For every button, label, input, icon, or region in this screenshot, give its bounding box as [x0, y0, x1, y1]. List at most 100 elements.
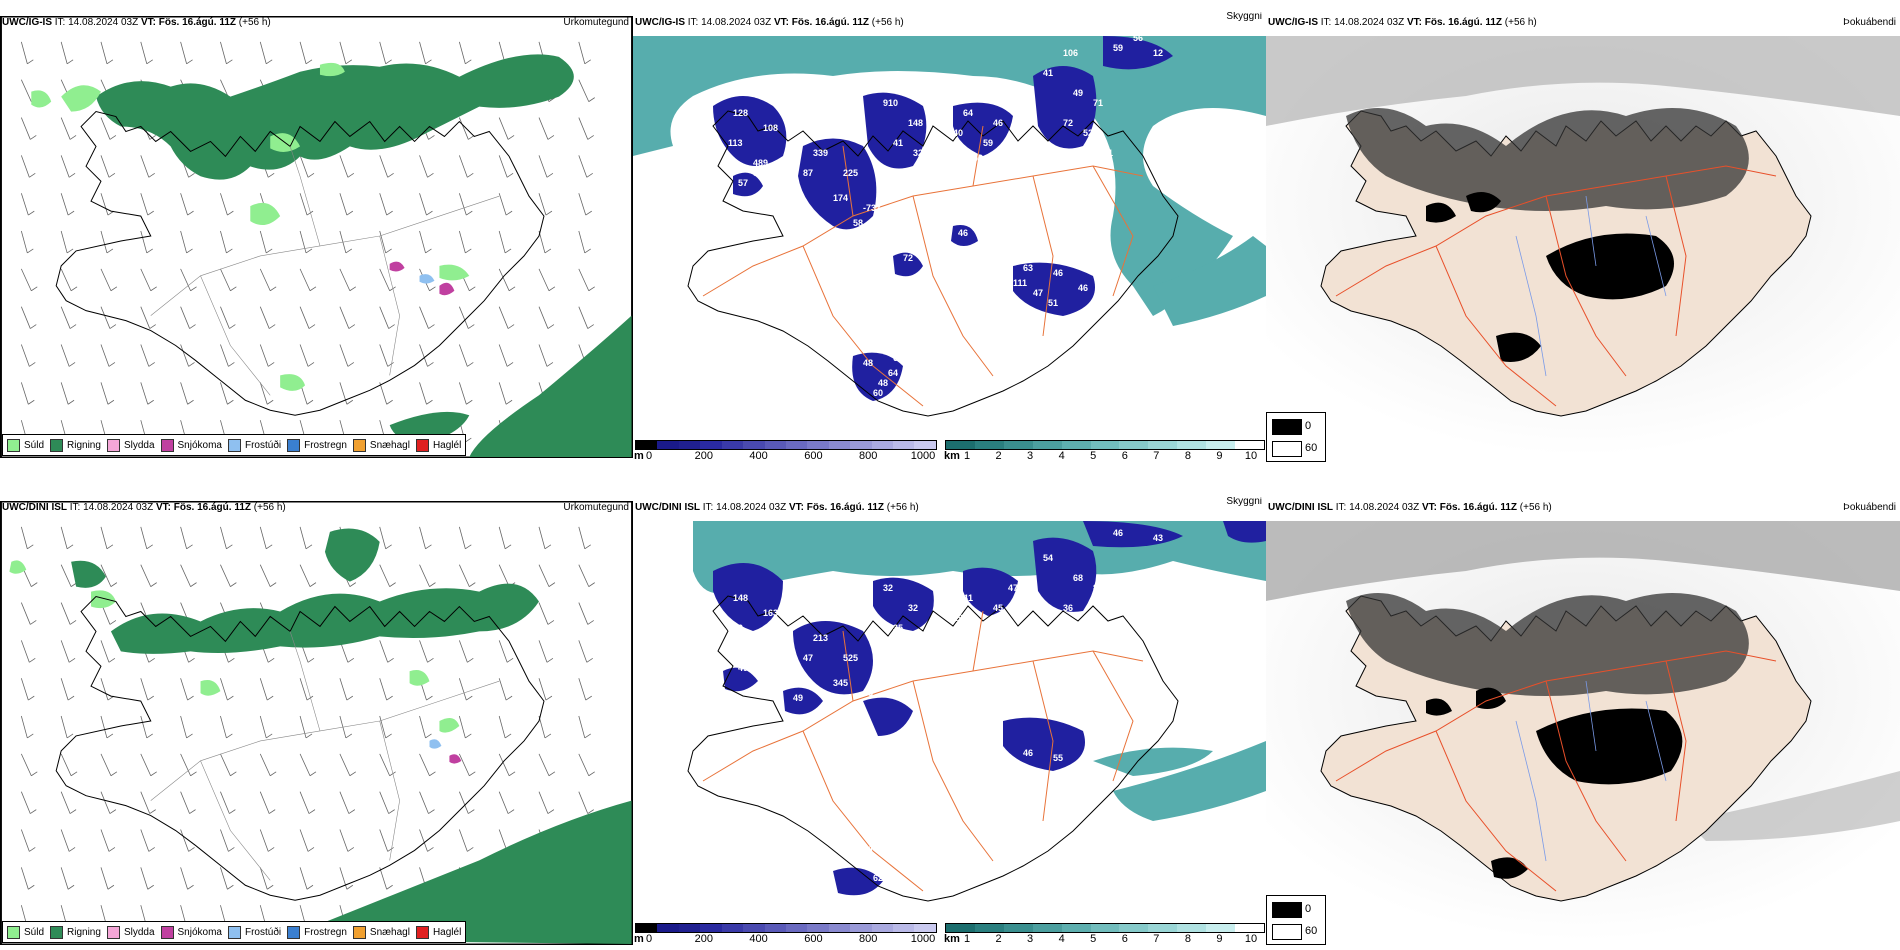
colorbar-ticks: 0 200 400 600 800 1000	[635, 933, 935, 947]
roads	[150, 631, 500, 881]
wind-barb	[578, 79, 595, 102]
wind-barb	[419, 344, 434, 367]
wind-barb	[578, 791, 594, 814]
cloud-base-label: 64	[888, 368, 898, 378]
colorbar-cell	[1177, 441, 1207, 449]
wind-barb	[100, 526, 114, 550]
cloud-base-label: 41	[1103, 148, 1113, 158]
wind-barb	[578, 155, 593, 178]
panel-title: Skyggni	[1226, 497, 1262, 507]
wind-barb	[60, 193, 75, 216]
cloud-base-label: 59	[983, 138, 993, 148]
wind-barb	[339, 344, 355, 367]
wind-barb	[578, 230, 591, 254]
colorbar-ticks: 0 200 400 600 800 1000	[635, 450, 935, 464]
wind-barb	[180, 344, 195, 367]
wind-barb	[379, 564, 396, 587]
colorbar-tick-label: 10	[1244, 933, 1258, 945]
wind-barb	[299, 829, 315, 852]
colorbar-tick-label: 9	[1216, 933, 1223, 945]
iceland-outline	[55, 596, 545, 901]
wind-barb	[578, 715, 591, 739]
wind-barb	[100, 564, 118, 587]
wind-barb	[498, 382, 513, 405]
low-visibility-sea	[633, 36, 1266, 326]
wind-barb	[60, 117, 77, 140]
colorbar-tick-label: 0	[645, 450, 653, 462]
fog-shading	[1346, 593, 1749, 696]
wind-barb	[60, 715, 74, 739]
roads	[1335, 650, 1777, 892]
colorbar-cell	[636, 924, 658, 932]
wind-barb	[20, 155, 36, 178]
wind-barb	[220, 193, 234, 216]
wind-barb	[458, 829, 474, 852]
wind-barb	[20, 791, 37, 814]
legend-item: Snæhagl	[352, 925, 410, 939]
wind-barb	[259, 564, 277, 587]
wind-barb	[339, 753, 357, 777]
wind-barb	[20, 344, 36, 367]
fog-legend: 0 60	[1266, 895, 1326, 947]
panel-header: UWC/IG-IS IT: 14.08.2024 03Z VT: Fös. 16…	[1266, 12, 1900, 34]
wind-barb	[498, 268, 516, 292]
colorbar-cell	[1090, 441, 1120, 449]
wind-barb	[180, 678, 194, 701]
colorbar-tick-label: 800	[859, 450, 878, 462]
wind-barb	[419, 829, 434, 852]
wind-barb	[538, 268, 556, 292]
fog-legend-label: 0	[1305, 420, 1312, 432]
legend-label: Súld	[24, 439, 45, 451]
cloud-base-label: 113	[728, 138, 743, 148]
cloud-base-label: 53	[933, 573, 943, 583]
wind-barb	[259, 230, 273, 254]
wind-barb	[379, 829, 394, 852]
fog-legend-swatch	[1272, 441, 1302, 457]
wind-barb	[100, 306, 117, 329]
cloud-base-label: 118	[933, 258, 948, 268]
colorbar-cell	[1061, 924, 1091, 932]
cloud-base-label: 86	[1103, 633, 1113, 643]
colorbar-cell	[721, 924, 744, 932]
legend-item: Frostúði	[227, 925, 281, 939]
cloud-base-label: 339	[813, 148, 828, 158]
wind-barb	[419, 753, 436, 777]
wind-barb	[100, 117, 117, 140]
wind-barb	[220, 41, 233, 65]
cloud-base-label: 87	[803, 168, 813, 178]
wind-barb	[20, 41, 34, 65]
legend-label: Frostúði	[244, 439, 282, 451]
colorbar-cell	[946, 441, 975, 449]
colorbar-cell	[1148, 441, 1178, 449]
wind-barb	[220, 753, 237, 777]
wind-barb	[180, 715, 193, 739]
legend-label: Slydda	[123, 926, 155, 938]
cloud-base-label: 32	[913, 148, 923, 158]
cloud-base-label: 47	[803, 653, 813, 663]
cloud-base-label: 61	[888, 853, 898, 863]
legend-swatch	[415, 925, 429, 939]
wind-barb	[259, 753, 277, 777]
legend-swatch	[415, 438, 429, 452]
model-name: UWC/IG-IS	[2, 17, 52, 28]
fog-legend-frame: 0 60	[1266, 895, 1326, 945]
visibility-panel-top: UWC/IG-IS IT: 14.08.2024 03Z VT: Fös. 16…	[633, 12, 1266, 464]
wind-barb	[299, 867, 314, 890]
colorbar-cell	[785, 441, 808, 449]
wind-barb	[140, 564, 157, 587]
wind-barb	[180, 791, 196, 814]
wind-barb	[100, 791, 117, 814]
colorbar-cell	[764, 924, 786, 932]
colorbar-cells	[635, 440, 937, 450]
legend-item: Frostúði	[227, 438, 282, 452]
wind-barb	[180, 230, 193, 254]
fog-legend-label: 60	[1305, 442, 1318, 454]
drizzle-areas	[9, 560, 460, 733]
wind-barb	[538, 791, 555, 814]
panel-header: UWC/DINI ISL IT: 14.08.2024 03Z VT: Fös.…	[633, 497, 1266, 519]
wind-barb	[20, 640, 36, 663]
wind-barb	[538, 230, 552, 254]
colorbar-unit: km	[944, 933, 960, 945]
wind-barb	[220, 678, 234, 701]
legend-item: Haglél	[415, 438, 461, 452]
